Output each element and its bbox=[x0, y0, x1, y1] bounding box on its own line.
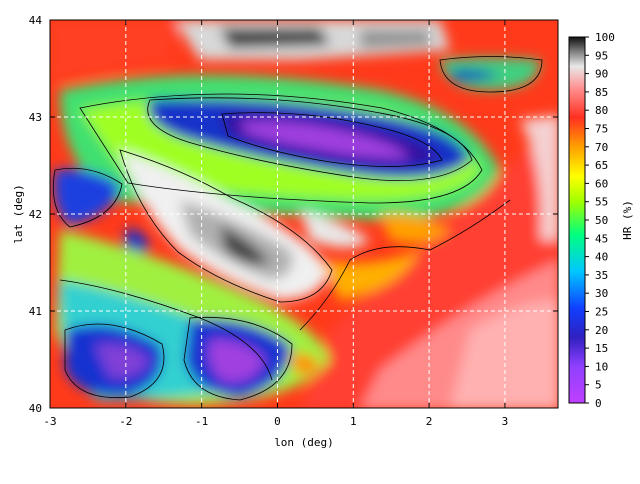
y-tick-label: 42 bbox=[29, 208, 42, 221]
colorbar-tick-label: 35 bbox=[595, 269, 608, 282]
colorbar-tick-label: 20 bbox=[595, 324, 608, 337]
x-axis-label: lon (deg) bbox=[274, 436, 334, 449]
grid-lines bbox=[50, 20, 558, 408]
y-axis-label: lat (deg) bbox=[12, 184, 25, 244]
x-tick-label: -2 bbox=[119, 415, 132, 428]
y-tick-label: 44 bbox=[29, 14, 43, 27]
x-tick-label: 1 bbox=[350, 415, 357, 428]
x-tick-label: -1 bbox=[195, 415, 208, 428]
y-tick-label: 43 bbox=[29, 111, 42, 124]
y-axis-ticks: 40 41 42 43 44 bbox=[29, 14, 558, 415]
colorbar-tick-label: 50 bbox=[595, 214, 608, 227]
colorbar-tick-label: 25 bbox=[595, 306, 608, 319]
colorbar-tick-label: 30 bbox=[595, 287, 608, 300]
colorbar-label: HR (%) bbox=[621, 200, 634, 240]
colorbar bbox=[568, 36, 586, 404]
colorbar-tick-label: 55 bbox=[595, 196, 608, 209]
y-tick-label: 41 bbox=[29, 305, 42, 318]
colorbar-tick-label: 75 bbox=[595, 123, 608, 136]
x-tick-label: 3 bbox=[502, 415, 509, 428]
colorbar-tick-label: 65 bbox=[595, 159, 608, 172]
colorbar-ticks: 0 5 10 15 20 25 30 35 40 45 50 55 60 65 70 75 80 85 90 95 10… bbox=[585, 31, 615, 410]
colorbar-tick-label: 40 bbox=[595, 251, 608, 264]
colorbar-tick-label: 80 bbox=[595, 104, 608, 117]
x-tick-label: 2 bbox=[426, 415, 433, 428]
colorbar-tick-label: 90 bbox=[595, 68, 608, 81]
x-axis-ticks: -3 -2 -1 0 1 2 3 bbox=[43, 20, 508, 428]
x-tick-label: 0 bbox=[274, 415, 281, 428]
colorbar-tick-label: 45 bbox=[595, 232, 608, 245]
colorbar-tick-label: 0 bbox=[595, 397, 602, 410]
colorbar-tick-label: 60 bbox=[595, 177, 608, 190]
colorbar-tick-label: 85 bbox=[595, 86, 608, 99]
colorbar-tick-label: 10 bbox=[595, 360, 608, 373]
colorbar-tick-label: 70 bbox=[595, 141, 608, 154]
contour-lines bbox=[52, 56, 543, 401]
colorbar-tick-label: 100 bbox=[595, 31, 615, 44]
y-tick-label: 40 bbox=[29, 402, 42, 415]
colorbar-tick-label: 15 bbox=[595, 342, 608, 355]
heatmap-field bbox=[50, 20, 558, 408]
x-tick-label: -3 bbox=[43, 415, 56, 428]
colorbar-tick-label: 5 bbox=[595, 379, 602, 392]
colorbar-tick-label: 95 bbox=[595, 49, 608, 62]
